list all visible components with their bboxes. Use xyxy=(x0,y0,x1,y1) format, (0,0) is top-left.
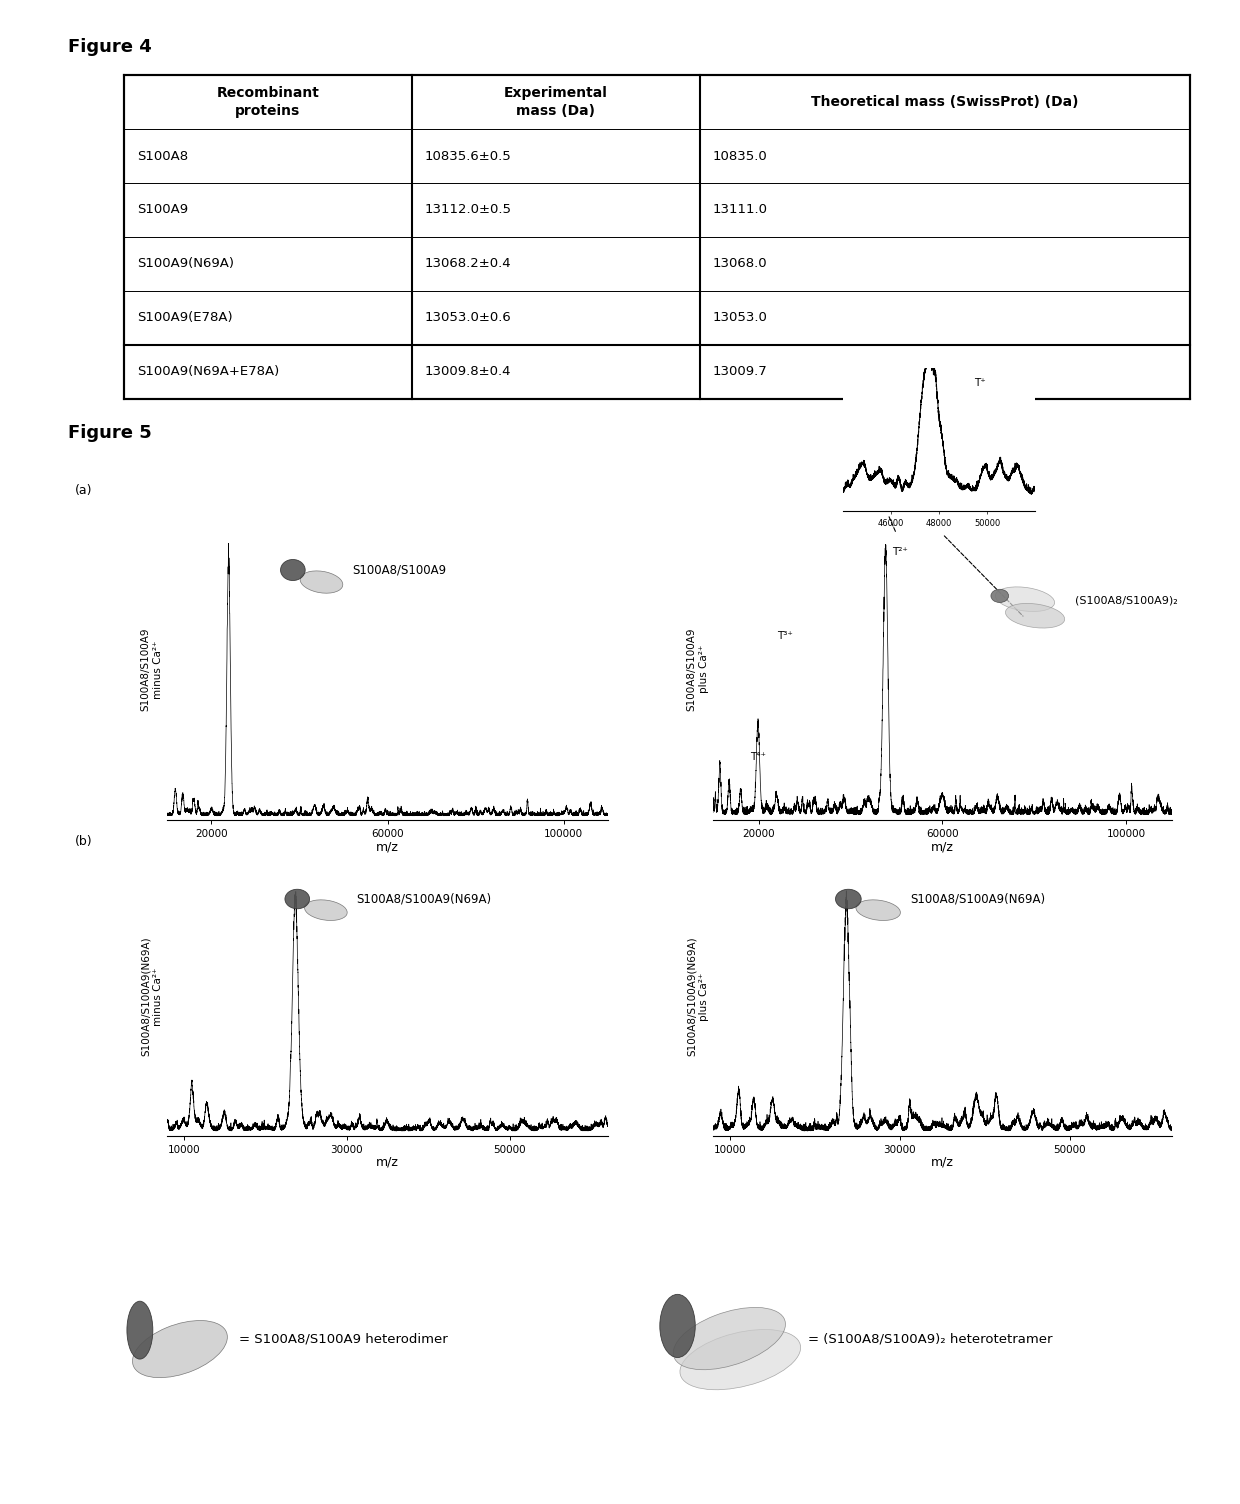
Y-axis label: S100A8/S100A9(N69A)
minus Ca²⁺: S100A8/S100A9(N69A) minus Ca²⁺ xyxy=(141,937,164,1056)
X-axis label: m/z: m/z xyxy=(376,841,399,853)
Ellipse shape xyxy=(280,559,305,581)
Ellipse shape xyxy=(836,889,862,908)
Text: 13053.0±0.6: 13053.0±0.6 xyxy=(425,311,511,325)
Text: S100A8: S100A8 xyxy=(136,149,188,162)
Text: Theoretical mass (SwissProt) (Da): Theoretical mass (SwissProt) (Da) xyxy=(811,95,1079,110)
Ellipse shape xyxy=(680,1330,801,1390)
Ellipse shape xyxy=(991,590,1008,603)
Text: = S100A8/S100A9 heterodimer: = S100A8/S100A9 heterodimer xyxy=(239,1333,448,1345)
Text: S100A9(E78A): S100A9(E78A) xyxy=(136,311,232,325)
X-axis label: m/z: m/z xyxy=(931,841,954,853)
Text: 13053.0: 13053.0 xyxy=(713,311,768,325)
Text: Figure 5: Figure 5 xyxy=(68,424,153,442)
Text: S100A9(N69A): S100A9(N69A) xyxy=(136,257,234,271)
Text: (a): (a) xyxy=(74,484,92,498)
Text: Figure 4: Figure 4 xyxy=(68,38,153,56)
Text: T²⁺: T²⁺ xyxy=(892,547,908,556)
Text: S100A9(N69A+E78A): S100A9(N69A+E78A) xyxy=(136,365,279,378)
Text: Experimental
mass (Da): Experimental mass (Da) xyxy=(503,87,608,117)
Text: 13068.2±0.4: 13068.2±0.4 xyxy=(425,257,511,271)
Ellipse shape xyxy=(285,889,310,908)
X-axis label: m/z: m/z xyxy=(931,1157,954,1169)
Y-axis label: S100A8/S100A9
minus Ca²⁺: S100A8/S100A9 minus Ca²⁺ xyxy=(141,627,164,711)
Text: 10835.0: 10835.0 xyxy=(713,149,768,162)
Text: S100A8/S100A9(N69A): S100A8/S100A9(N69A) xyxy=(910,892,1045,905)
Ellipse shape xyxy=(126,1301,153,1360)
Text: = (S100A8/S100A9)₂ heterotetramer: = (S100A8/S100A9)₂ heterotetramer xyxy=(808,1333,1053,1345)
Text: Recombinant
proteins: Recombinant proteins xyxy=(217,87,320,117)
Text: (S100A8/S100A9)₂: (S100A8/S100A9)₂ xyxy=(1075,596,1178,605)
Text: 10835.6±0.5: 10835.6±0.5 xyxy=(425,149,511,162)
Ellipse shape xyxy=(300,572,342,593)
Text: S100A9: S100A9 xyxy=(136,203,188,217)
Text: T⁺: T⁺ xyxy=(973,378,986,388)
Text: 13111.0: 13111.0 xyxy=(713,203,768,217)
Text: 13009.8±0.4: 13009.8±0.4 xyxy=(425,365,511,378)
Ellipse shape xyxy=(673,1307,785,1370)
Text: 13068.0: 13068.0 xyxy=(713,257,768,271)
Text: 13009.7: 13009.7 xyxy=(713,365,768,378)
Ellipse shape xyxy=(996,587,1054,612)
Ellipse shape xyxy=(133,1321,227,1378)
Text: S100A8/S100A9(N69A): S100A8/S100A9(N69A) xyxy=(357,892,492,905)
Text: 13112.0±0.5: 13112.0±0.5 xyxy=(425,203,512,217)
Ellipse shape xyxy=(660,1295,696,1358)
Text: (b): (b) xyxy=(74,835,92,848)
Text: T⁴⁺: T⁴⁺ xyxy=(750,752,766,761)
Ellipse shape xyxy=(305,899,347,920)
Text: T³⁺: T³⁺ xyxy=(777,632,794,641)
Y-axis label: S100A8/S100A9
plus Ca²⁺: S100A8/S100A9 plus Ca²⁺ xyxy=(687,627,709,711)
Y-axis label: S100A8/S100A9(N69A)
plus Ca²⁺: S100A8/S100A9(N69A) plus Ca²⁺ xyxy=(687,937,709,1056)
X-axis label: m/z: m/z xyxy=(376,1157,399,1169)
Ellipse shape xyxy=(856,899,900,920)
Text: S100A8/S100A9: S100A8/S100A9 xyxy=(352,564,446,576)
Ellipse shape xyxy=(1006,603,1065,629)
